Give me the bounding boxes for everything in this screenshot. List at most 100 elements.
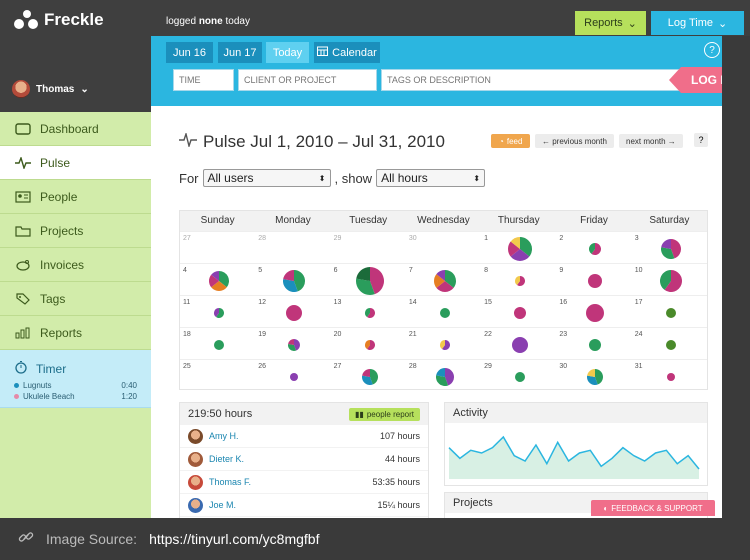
pulse-help-button[interactable]: ? <box>694 133 708 147</box>
calendar-day[interactable]: 28 <box>406 360 481 391</box>
users-select[interactable]: All users ⬍ <box>202 169 331 187</box>
day-hours-pie[interactable] <box>665 307 677 319</box>
day-hours-pie[interactable] <box>439 307 451 319</box>
calendar-day[interactable]: 21 <box>406 328 481 359</box>
timer-heading[interactable]: Timer <box>14 360 137 377</box>
next-month-button[interactable]: next month → <box>619 134 683 148</box>
calendar-day[interactable]: 3 <box>632 232 707 263</box>
sidebar-item-people[interactable]: People <box>0 180 151 214</box>
day-hours-pie[interactable] <box>287 338 301 352</box>
calendar-day[interactable]: 30 <box>406 232 481 263</box>
log-time-button[interactable]: Log Time ⌄ <box>651 11 744 35</box>
timer-entry[interactable]: Ukulele Beach 1:20 <box>14 392 137 401</box>
calendar-day[interactable]: 31 <box>632 360 707 391</box>
day-hours-pie[interactable] <box>666 372 676 382</box>
calendar-day[interactable]: 26 <box>255 360 330 391</box>
day-hours-pie[interactable] <box>282 269 306 293</box>
calendar-day[interactable]: 25 <box>180 360 255 391</box>
calendar-day[interactable]: 30 <box>556 360 631 391</box>
day-hours-pie[interactable] <box>514 275 526 287</box>
calendar-day[interactable]: 7 <box>406 264 481 295</box>
tab-jun-16[interactable]: Jun 16 <box>166 42 213 63</box>
user-menu[interactable]: Thomas ⌄ <box>12 80 89 98</box>
app-logo[interactable]: Freckle <box>14 10 104 30</box>
time-input[interactable] <box>173 69 234 91</box>
sidebar-item-dashboard[interactable]: Dashboard <box>0 112 151 146</box>
sidebar-item-pulse[interactable]: Pulse <box>0 146 151 180</box>
sidebar-item-projects[interactable]: Projects <box>0 214 151 248</box>
calendar-day[interactable]: 18 <box>180 328 255 359</box>
sidebar-item-tags[interactable]: Tags <box>0 282 151 316</box>
calendar-day[interactable]: 10 <box>632 264 707 295</box>
day-hours-pie[interactable] <box>660 238 682 260</box>
person-row[interactable]: Joe M. 15¼ hours <box>180 494 428 517</box>
source-url[interactable]: https://tinyurl.com/yc8mgfbf <box>149 531 320 547</box>
calendar-day[interactable]: 8 <box>481 264 556 295</box>
day-hours-pie[interactable] <box>364 307 376 319</box>
calendar-day[interactable]: 13 <box>331 296 406 327</box>
calendar-day[interactable]: 2 <box>556 232 631 263</box>
reports-button[interactable]: Reports ⌄ <box>575 11 646 35</box>
calendar-day[interactable]: 17 <box>632 296 707 327</box>
tab-jun-17[interactable]: Jun 17 <box>218 42 262 63</box>
calendar-day[interactable]: 28 <box>255 232 330 263</box>
day-hours-pie[interactable] <box>213 307 225 319</box>
calendar-day[interactable]: 9 <box>556 264 631 295</box>
calendar-day[interactable]: 5 <box>255 264 330 295</box>
calendar-day[interactable]: 6 <box>331 264 406 295</box>
person-name[interactable]: Dieter K. <box>209 454 245 464</box>
calendar-day[interactable]: 14 <box>406 296 481 327</box>
help-button[interactable]: ? <box>704 42 720 58</box>
day-hours-pie[interactable] <box>665 339 677 351</box>
calendar-day[interactable]: 23 <box>556 328 631 359</box>
day-hours-pie[interactable] <box>586 368 604 386</box>
day-hours-pie[interactable] <box>213 339 225 351</box>
client-project-input[interactable] <box>238 69 377 91</box>
day-hours-pie[interactable] <box>208 270 230 292</box>
timer-entry[interactable]: Lugnuts 0:40 <box>14 381 137 390</box>
feedback-support-button[interactable]: ◐ FEEDBACK & SUPPORT <box>591 500 715 516</box>
person-row[interactable]: Dieter K. 44 hours <box>180 448 428 471</box>
calendar-day[interactable]: 16 <box>556 296 631 327</box>
calendar-day[interactable]: 12 <box>255 296 330 327</box>
hours-select[interactable]: All hours ⬍ <box>376 169 486 187</box>
calendar-day[interactable]: 29 <box>331 232 406 263</box>
day-hours-pie[interactable] <box>364 339 376 351</box>
person-name[interactable]: Thomas F. <box>209 477 252 487</box>
sidebar-item-invoices[interactable]: Invoices <box>0 248 151 282</box>
calendar-day[interactable]: 27 <box>331 360 406 391</box>
calendar-day[interactable]: 11 <box>180 296 255 327</box>
day-hours-pie[interactable] <box>659 269 683 293</box>
calendar-day[interactable]: 29 <box>481 360 556 391</box>
feed-button[interactable]: ◔ feed <box>491 134 531 148</box>
day-hours-pie[interactable] <box>355 266 385 296</box>
calendar-day[interactable]: 24 <box>632 328 707 359</box>
people-report-button[interactable]: ▮▮ people report <box>349 407 420 421</box>
day-hours-pie[interactable] <box>588 338 602 352</box>
day-hours-pie[interactable] <box>433 269 457 293</box>
calendar-day[interactable]: 22 <box>481 328 556 359</box>
calendar-day[interactable]: 27 <box>180 232 255 263</box>
person-name[interactable]: Amy H. <box>209 431 239 441</box>
calendar-day[interactable]: 19 <box>255 328 330 359</box>
day-hours-pie[interactable] <box>289 372 299 382</box>
day-hours-pie[interactable] <box>507 236 533 262</box>
day-hours-pie[interactable] <box>513 306 527 320</box>
previous-month-button[interactable]: ← previous month <box>535 134 614 148</box>
person-name[interactable]: Joe M. <box>209 500 237 510</box>
calendar-day[interactable]: 1 <box>481 232 556 263</box>
person-row[interactable]: Thomas F. 53:35 hours <box>180 471 428 494</box>
day-hours-pie[interactable] <box>514 371 526 383</box>
day-hours-pie[interactable] <box>285 304 303 322</box>
day-hours-pie[interactable] <box>439 339 451 351</box>
day-hours-pie[interactable] <box>511 336 529 354</box>
person-row[interactable]: Amy H. 107 hours <box>180 425 428 448</box>
day-hours-pie[interactable] <box>585 303 605 323</box>
day-hours-pie[interactable] <box>435 367 455 387</box>
day-hours-pie[interactable] <box>587 273 603 289</box>
day-hours-pie[interactable] <box>361 368 379 386</box>
calendar-day[interactable]: 20 <box>331 328 406 359</box>
tags-description-input[interactable] <box>381 69 687 91</box>
calendar-day[interactable]: 15 <box>481 296 556 327</box>
calendar-day[interactable]: 4 <box>180 264 255 295</box>
